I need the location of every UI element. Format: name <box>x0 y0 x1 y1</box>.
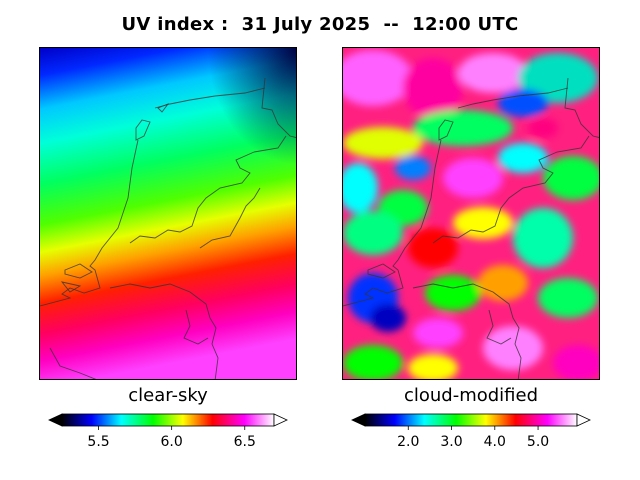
clear-sky-colorbar-tick-label: 6.5 <box>233 434 256 450</box>
clear-sky-colorbar-tick-label: 6.0 <box>160 434 183 450</box>
netherlands-coastline <box>40 77 296 379</box>
netherlands-coastline <box>343 77 599 379</box>
cloud-modified-colorbar-tick-label: 3.0 <box>440 434 463 450</box>
clear-sky-colorbar-tick-label: 5.5 <box>87 434 110 450</box>
cloud-modified-colorbar-tick-label: 2.0 <box>397 434 420 450</box>
cloud-modified-colorbar-tick-label: 4.0 <box>483 434 506 450</box>
cloud-modified-map <box>342 47 600 380</box>
cloud-modified-colorbar <box>351 413 591 430</box>
clear-sky-label: clear-sky <box>128 385 208 406</box>
page-title: UV index : 31 July 2025 -- 12:00 UTC <box>121 14 519 35</box>
cloud-modified-label: cloud-modified <box>403 385 539 406</box>
clear-sky-colorbar <box>48 413 288 430</box>
cloud-modified-colorbar-tick-label: 5.0 <box>526 434 550 450</box>
clear-sky-map <box>39 47 297 380</box>
